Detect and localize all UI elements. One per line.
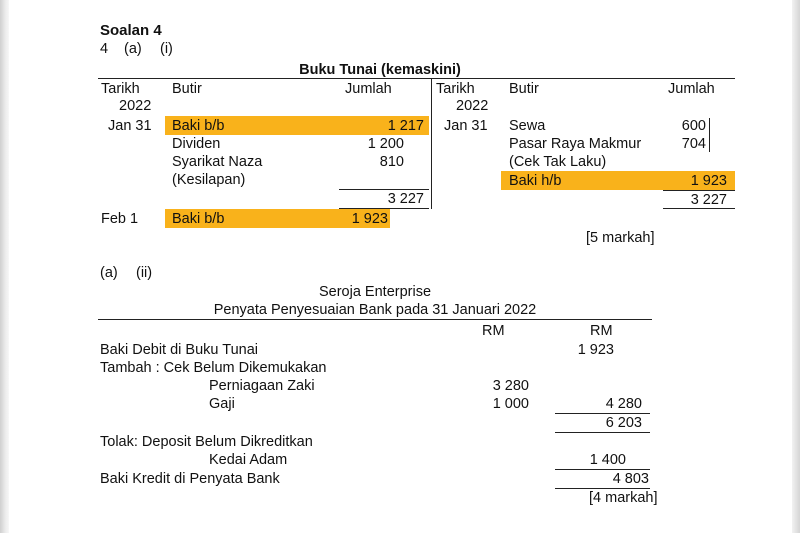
- add-item-value: 3 280: [492, 378, 529, 394]
- debit-date-feb: Feb 1: [101, 211, 139, 227]
- credit-total: 3 227: [690, 192, 727, 208]
- less-rule: [555, 469, 650, 470]
- subtotal-value: 6 203: [605, 415, 642, 431]
- cash-book-marks: [5 markah]: [586, 230, 655, 246]
- part-i-label: (i): [160, 41, 173, 57]
- debit-bd-desc: Baki b/b: [172, 211, 225, 227]
- debit-date-jan: Jan 31: [108, 118, 152, 134]
- debit-total-rule-top: [339, 189, 429, 190]
- credit-col-date: Tarikh: [436, 81, 475, 97]
- debit-balance-label: Baki Debit di Buku Tunai: [100, 342, 258, 358]
- credit-row-amount: 1 923: [690, 173, 727, 189]
- reconciliation-marks: [4 markah]: [589, 490, 658, 506]
- highlight-baki-bb: [165, 116, 429, 135]
- debit-col-amount: Jumlah: [345, 81, 392, 97]
- add-item-value: 1 000: [492, 396, 529, 412]
- page-right-edge-shadow: [792, 0, 800, 533]
- statement-title: Penyata Penyesuaian Bank pada 31 Januari…: [213, 302, 537, 318]
- add-total-rule-top: [555, 413, 650, 414]
- page-left-edge-shadow: [0, 0, 9, 533]
- question-number: 4: [100, 41, 109, 57]
- col-rm-2: RM: [590, 323, 613, 339]
- add-label: Tambah : Cek Belum Dikemukakan: [100, 360, 327, 376]
- statement-title-rule: [98, 319, 652, 320]
- credit-col-year: 2022: [456, 98, 489, 114]
- credit-col-desc: Butir: [509, 81, 539, 97]
- debit-row-amount: 810: [379, 154, 404, 170]
- company-name: Seroja Enterprise: [318, 284, 432, 300]
- debit-balance-value: 1 923: [577, 342, 614, 358]
- part-ii-label: (ii): [136, 265, 153, 281]
- subtotal-rule: [555, 432, 650, 433]
- debit-row-desc: Dividen: [172, 136, 221, 152]
- cash-book-top-rule: [98, 78, 735, 79]
- debit-row-amount: 1 200: [367, 136, 404, 152]
- add-total-value: 4 280: [605, 396, 642, 412]
- credit-row-desc: Baki h/b: [509, 173, 562, 189]
- credit-row-amount: 704: [681, 136, 706, 152]
- question-title: Soalan 4: [100, 22, 162, 39]
- debit-row-desc: (Kesilapan): [172, 172, 246, 188]
- credit-total-rule-top: [663, 190, 735, 191]
- cash-book-title: Buku Tunai (kemaskini): [299, 62, 461, 78]
- debit-row-amount: 1 217: [387, 118, 424, 134]
- less-item-value: 1 400: [589, 452, 626, 468]
- debit-row-desc: Syarikat Naza: [172, 154, 263, 170]
- col-rm-1: RM: [482, 323, 505, 339]
- debit-row-desc: Baki b/b: [172, 118, 225, 134]
- less-label: Tolak: Deposit Belum Dikreditkan: [100, 434, 313, 450]
- credit-row-desc: Pasar Raya Makmur: [509, 136, 642, 152]
- debit-col-year: 2022: [119, 98, 152, 114]
- add-item-label: Perniagaan Zaki: [209, 378, 315, 394]
- credit-total-rule-bottom: [663, 208, 735, 209]
- debit-total-rule-bottom: [339, 208, 429, 209]
- debit-total: 3 227: [387, 191, 424, 207]
- part-a-label: (a): [124, 41, 142, 57]
- debit-bd-amount: 1 923: [351, 211, 388, 227]
- credit-balance-label: Baki Kredit di Penyata Bank: [100, 471, 280, 487]
- less-item-label: Kedai Adam: [209, 452, 288, 468]
- debit-col-date: Tarikh: [101, 81, 140, 97]
- highlight-baki-bb-feb: [165, 209, 390, 228]
- part-a-label-2: (a): [100, 265, 118, 281]
- credit-balance-value: 4 803: [612, 471, 649, 487]
- highlight-baki-hb: [501, 171, 735, 190]
- credit-row-desc: (Cek Tak Laku): [509, 154, 607, 170]
- credit-col-amount: Jumlah: [668, 81, 715, 97]
- add-item-label: Gaji: [209, 396, 235, 412]
- credit-balance-rule: [555, 488, 650, 489]
- debit-col-desc: Butir: [172, 81, 202, 97]
- credit-amount-rule: [709, 118, 710, 152]
- credit-row-desc: Sewa: [509, 118, 546, 134]
- credit-date-jan: Jan 31: [444, 118, 488, 134]
- credit-row-amount: 600: [681, 118, 706, 134]
- cash-book-center-rule: [431, 78, 432, 209]
